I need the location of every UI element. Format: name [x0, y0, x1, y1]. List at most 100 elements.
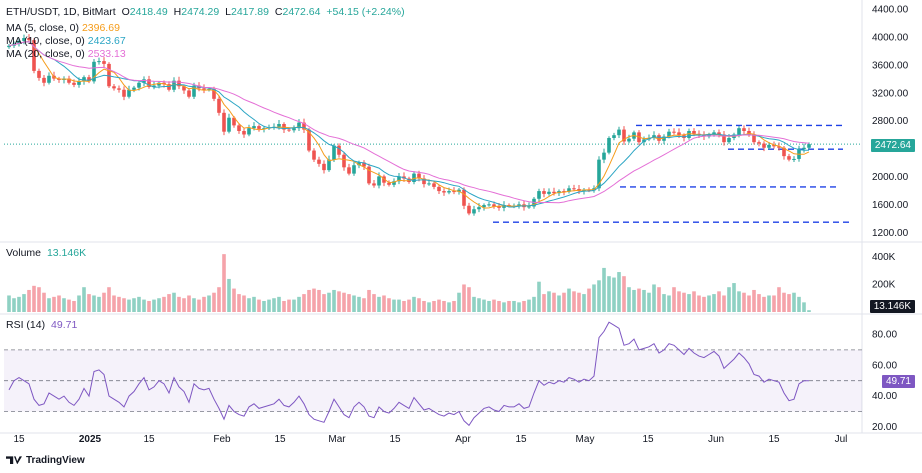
volume-bar: [647, 292, 651, 312]
volume-bar: [677, 291, 681, 312]
ma20-value: 2533.13: [87, 48, 126, 60]
candle-body: [547, 191, 551, 194]
candle-body: [232, 117, 236, 126]
volume-bar: [277, 296, 281, 312]
volume-bar: [772, 295, 776, 312]
ma5-legend[interactable]: MA (5, close, 0) 2396.69: [6, 22, 120, 35]
volume-bar: [642, 289, 646, 312]
volume-bar: [562, 292, 566, 312]
volume-bar: [437, 299, 441, 312]
volume-bar: [702, 296, 706, 312]
candle-body: [667, 131, 671, 137]
volume-bar: [587, 288, 591, 312]
candle-body: [492, 204, 496, 207]
ma-line-20: [8, 41, 810, 204]
candle-body: [277, 124, 281, 127]
volume-bar: [807, 310, 811, 312]
x-tick-label: 15: [389, 434, 401, 445]
candle-body: [377, 176, 381, 186]
rsi-tick-label: 60.00: [872, 360, 897, 371]
volume-bar: [412, 296, 416, 312]
candle-body: [67, 78, 71, 83]
volume-bar: [407, 299, 411, 312]
volume-bar: [112, 295, 116, 312]
candle-body: [727, 137, 731, 143]
volume-value: 13.146K: [46, 247, 87, 259]
candle-body: [437, 186, 441, 192]
candle-body: [787, 156, 791, 160]
volume-bar: [607, 276, 611, 312]
candle-body: [177, 80, 181, 87]
candle-body: [367, 166, 371, 184]
candle-body: [212, 89, 216, 99]
x-tick-label: Jun: [708, 434, 724, 445]
ma10-label: MA (10, close, 0): [6, 35, 85, 47]
candle-body: [447, 191, 451, 193]
volume-bar: [797, 296, 801, 312]
volume-legend[interactable]: Volume 13.146K: [6, 247, 86, 259]
volume-bar: [152, 299, 156, 312]
volume-bar: [62, 298, 66, 312]
rsi-legend[interactable]: RSI (14) 49.71: [6, 319, 77, 331]
volume-bar: [42, 292, 46, 312]
volume-bar: [597, 280, 601, 312]
x-tick-label: 15: [274, 434, 286, 445]
ma10-value: 2423.67: [87, 35, 126, 47]
volume-bar: [552, 292, 556, 312]
price-tick-label: 2000.00: [872, 172, 909, 183]
candle-body: [432, 183, 436, 187]
volume-bar: [682, 292, 686, 312]
rsi-badge: 49.71: [881, 375, 915, 388]
close-label: C: [274, 6, 283, 18]
x-tick-label: 15: [768, 434, 780, 445]
candle-body: [332, 145, 336, 160]
volume-bar: [27, 289, 31, 312]
volume-bar: [272, 298, 276, 312]
volume-bar: [572, 291, 576, 312]
rsi-value: 49.71: [51, 319, 78, 331]
volume-bar: [157, 298, 161, 312]
candle-body: [117, 88, 121, 90]
volume-bar: [402, 300, 406, 312]
candle-body: [357, 162, 361, 166]
ma20-legend[interactable]: MA (20, close, 0) 2533.13: [6, 48, 126, 61]
candle-body: [792, 158, 796, 160]
volume-bar: [227, 278, 231, 312]
candle-body: [317, 159, 321, 164]
volume-bar: [602, 267, 606, 312]
candle-body: [692, 130, 696, 134]
volume-bar: [452, 300, 456, 312]
volume-bar: [287, 299, 291, 312]
candle-body: [442, 191, 446, 193]
x-tick-label: Jul: [835, 434, 848, 445]
ma10-legend[interactable]: MA (10, close, 0) 2423.67: [6, 35, 126, 48]
volume-bar: [557, 295, 561, 312]
candle-body: [802, 147, 806, 150]
candle-body: [22, 38, 26, 41]
rsi-tick-label: 20.00: [872, 422, 897, 433]
volume-bar: [387, 298, 391, 312]
candle-body: [142, 79, 146, 83]
volume-bar: [627, 287, 631, 312]
candle-body: [342, 154, 346, 168]
candle-body: [257, 126, 261, 129]
volume-bar: [457, 292, 461, 312]
volume-bar: [692, 291, 696, 312]
volume-bar: [357, 296, 361, 312]
volume-bar: [202, 296, 206, 312]
close-value: 2472.64: [282, 6, 321, 18]
volume-bar: [77, 295, 81, 312]
candle-body: [567, 188, 571, 192]
candle-body: [302, 122, 306, 130]
volume-bar: [462, 284, 466, 312]
volume-bar: [22, 294, 26, 312]
x-tick-label: 2025: [79, 434, 102, 445]
x-tick-label: 15: [143, 434, 155, 445]
tradingview-logo[interactable]: TradingView: [6, 455, 85, 466]
volume-bar: [687, 294, 691, 312]
candle-body: [27, 38, 31, 41]
candle-body: [312, 150, 316, 160]
candle-body: [307, 129, 311, 151]
volume-bar: [497, 300, 501, 312]
